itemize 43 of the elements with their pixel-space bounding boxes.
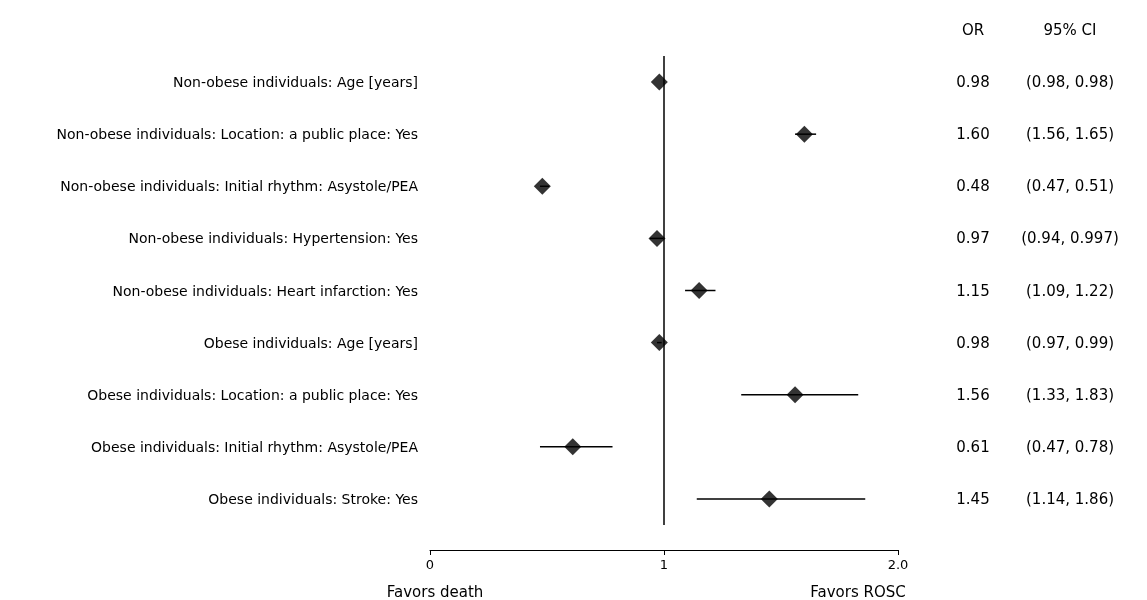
text: (0.97, 0.99) bbox=[1025, 333, 1115, 352]
text: (1.56, 1.65) bbox=[1025, 125, 1115, 144]
y-tick-label: Obese individuals: Initial rhythm: Asystole/PEA bbox=[91, 438, 419, 455]
text: (0.98, 0.98) bbox=[1025, 73, 1115, 92]
text: OR bbox=[961, 21, 985, 39]
point bbox=[760, 490, 778, 508]
text: (1.33, 1.83) bbox=[1025, 385, 1115, 404]
point bbox=[650, 73, 668, 91]
data-label: 1.45 bbox=[956, 489, 990, 508]
y-tick-label: Non-obese individuals: Location: a public place: Yes bbox=[56, 126, 418, 143]
text: (1.14, 1.86) bbox=[1025, 489, 1115, 508]
text: Favors ROSC bbox=[810, 583, 906, 600]
y-tick-label: Obese individuals: Stroke: Yes bbox=[208, 490, 418, 507]
text: 95% CI bbox=[1043, 21, 1097, 39]
data-label: 1.56 bbox=[956, 385, 990, 404]
text: (0.47, 0.51) bbox=[1025, 177, 1115, 196]
point bbox=[650, 334, 668, 352]
text: Favors death bbox=[386, 583, 484, 600]
y-tick-label: Non-obese individuals: Hypertension: Yes bbox=[128, 230, 418, 247]
data-label: 1.15 bbox=[956, 281, 990, 300]
y-tick-label: Obese individuals: Location: a public place: Yes bbox=[87, 386, 418, 403]
text: (0.47, 0.78) bbox=[1025, 437, 1115, 456]
data-label: 0.98 bbox=[956, 333, 990, 352]
x-tick-label: 1 bbox=[659, 557, 669, 572]
point bbox=[533, 177, 551, 195]
point bbox=[786, 386, 804, 404]
x-tick-label: 0 bbox=[425, 557, 435, 572]
y-tick-label: Non-obese individuals: Age [years] bbox=[172, 74, 418, 91]
point bbox=[648, 229, 666, 247]
point bbox=[690, 282, 708, 299]
y-tick-label: Non-obese individuals: Initial rhythm: Asystole/PEA bbox=[60, 178, 419, 195]
data-label: 0.48 bbox=[956, 177, 990, 196]
y-tick-label: Non-obese individuals: Heart infarction: Yes bbox=[112, 282, 418, 299]
data-label: 0.97 bbox=[956, 229, 990, 248]
x-tick-label: 2.0 bbox=[887, 557, 909, 572]
data-label: 0.61 bbox=[956, 437, 990, 456]
point bbox=[564, 438, 582, 456]
y-tick-label: Obese individuals: Age [years] bbox=[203, 334, 418, 351]
text: (0.94, 0.997) bbox=[1021, 229, 1119, 248]
text: (1.09, 1.22) bbox=[1025, 281, 1115, 300]
data-label: 1.60 bbox=[956, 125, 990, 144]
point bbox=[795, 125, 813, 143]
data-label: 0.98 bbox=[956, 73, 990, 92]
